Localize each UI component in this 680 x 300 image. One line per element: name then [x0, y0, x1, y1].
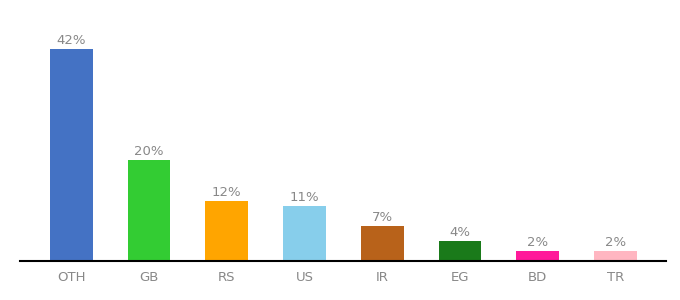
Text: 7%: 7%: [372, 211, 393, 224]
Text: 4%: 4%: [449, 226, 471, 239]
Bar: [50, 49, 92, 261]
Bar: [205, 200, 248, 261]
Text: 2%: 2%: [605, 236, 626, 249]
Text: 11%: 11%: [290, 190, 320, 203]
Bar: [128, 160, 170, 261]
Text: 42%: 42%: [56, 34, 86, 47]
Bar: [283, 206, 326, 261]
Bar: [439, 241, 481, 261]
Bar: [517, 251, 559, 261]
Text: 20%: 20%: [134, 145, 164, 158]
Bar: [594, 251, 637, 261]
Text: 2%: 2%: [527, 236, 549, 249]
Bar: [361, 226, 404, 261]
Text: 12%: 12%: [212, 185, 241, 199]
